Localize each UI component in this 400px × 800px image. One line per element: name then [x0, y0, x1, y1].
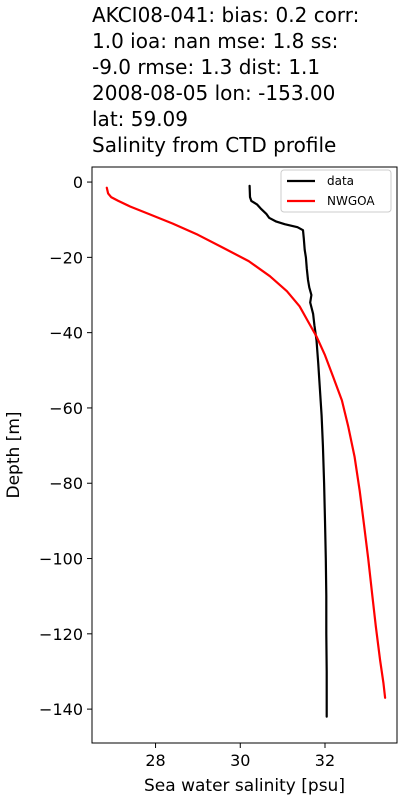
series-line-data: [248, 184, 328, 718]
title-line: -9.0 rmse: 1.3 dist: 1.1: [92, 55, 320, 79]
x-tick-label: 30: [230, 751, 250, 770]
y-tick-label: −100: [39, 550, 83, 569]
legend-entry-label: NWGOA: [327, 194, 375, 208]
title-line: AKCI08-041: bias: 0.2 corr:: [92, 3, 359, 27]
y-tick-label: −20: [49, 248, 83, 267]
x-tick-label: 28: [145, 751, 165, 770]
title-line: 1.0 ioa: nan mse: 1.8 ss:: [92, 29, 338, 53]
legend-entry-label: data: [327, 174, 354, 188]
y-axis-label: Depth [m]: [4, 411, 24, 498]
title-line: Salinity from CTD profile: [92, 133, 336, 157]
title-line: lat: 59.09: [92, 107, 188, 131]
y-tick-label: −140: [39, 700, 83, 719]
y-tick-label: −60: [49, 399, 83, 418]
y-tick-label: 0: [73, 173, 83, 192]
axes-frame: [91, 166, 398, 744]
x-axis-ticks: 28 30 32: [145, 743, 335, 770]
y-tick-label: −80: [49, 474, 83, 493]
chart-title: AKCI08-041: bias: 0.2 corr:1.0 ioa: nan …: [92, 3, 359, 157]
series-lines: [105, 184, 387, 718]
y-tick-label: −120: [39, 625, 83, 644]
y-tick-label: −40: [49, 324, 83, 343]
y-axis-ticks: 0 −20 −40 −60 −80 −100 −120 −140: [39, 173, 92, 719]
series-line-nwgoa: [105, 186, 387, 699]
legend: data NWGOA: [280, 169, 392, 213]
title-line: 2008-08-05 lon: -153.00: [92, 81, 335, 105]
plot-area: [105, 184, 387, 718]
x-axis-label: Sea water salinity [psu]: [144, 776, 345, 796]
x-tick-label: 32: [315, 751, 335, 770]
